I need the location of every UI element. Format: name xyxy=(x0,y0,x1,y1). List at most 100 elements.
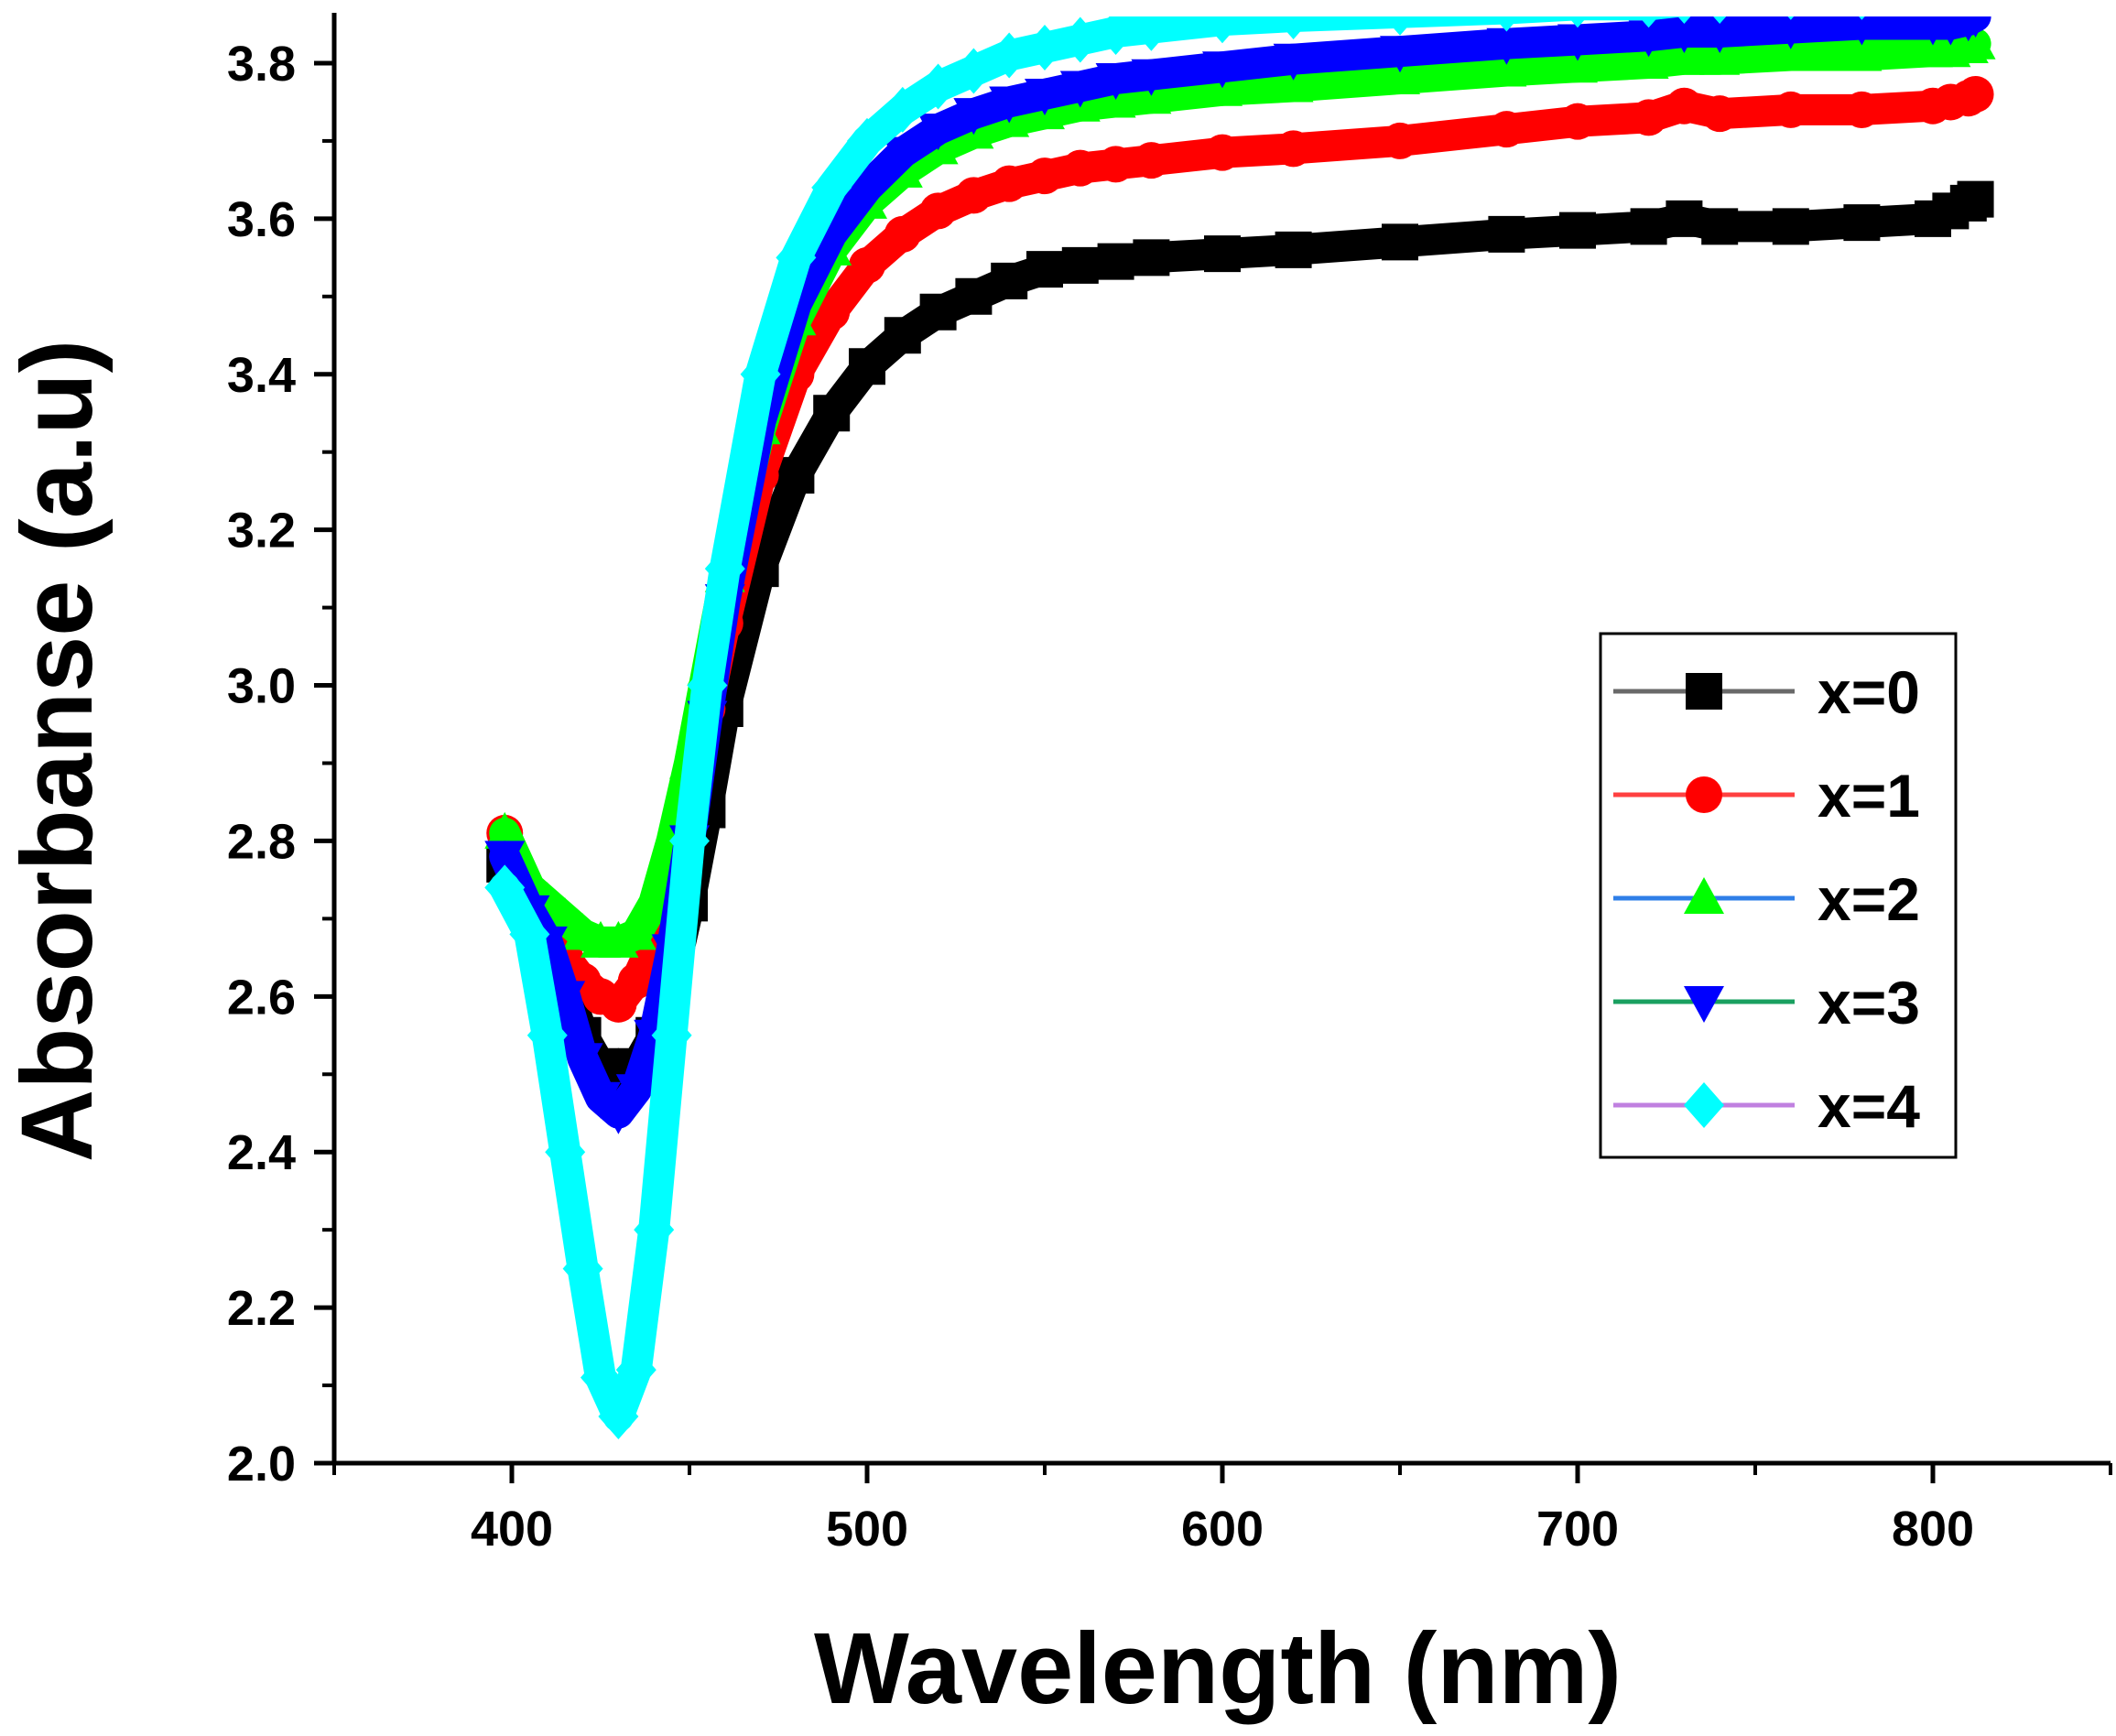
data-point-x=3 xyxy=(1846,16,1878,46)
x-tick-label: 600 xyxy=(1181,1502,1264,1557)
data-point-x=3 xyxy=(847,171,887,209)
data-point-x=2 xyxy=(1699,38,1741,75)
data-point-x=0 xyxy=(1382,223,1418,261)
data-point-x=4 xyxy=(484,864,526,911)
data-point-x=4 xyxy=(1913,0,1953,16)
data-point-x=2 xyxy=(615,913,657,950)
data-point-x=4 xyxy=(545,1129,586,1176)
tick-labels: 400 500 600 700 800 2.0 2.2 2.4 2.6 2.8 3.0 3.2 3.4 3… xyxy=(227,37,1974,1557)
data-point-x=1 xyxy=(1843,91,1881,128)
data-point-x=2 xyxy=(484,811,526,849)
data-point-x=4 xyxy=(1383,16,1417,36)
data-point-x=0 xyxy=(1559,212,1596,249)
y-tick-label: 3.8 xyxy=(227,37,296,92)
x-axis-title: Wavelength (nm) xyxy=(814,1612,1622,1725)
legend-marker xyxy=(1686,776,1722,813)
data-point-x=3 xyxy=(917,114,959,151)
data-point-x=2 xyxy=(1557,46,1598,83)
data-point-x=0 xyxy=(1630,208,1667,245)
data-point-x=4 xyxy=(1948,0,1989,16)
data-point-x=4 xyxy=(615,1347,657,1394)
data-point-x=3 xyxy=(1025,78,1065,115)
data-point-x=1 xyxy=(1488,111,1525,148)
data-point-x=3 xyxy=(1059,71,1101,108)
data-point-x=0 xyxy=(813,395,851,432)
data-point-x=4 xyxy=(1131,16,1172,51)
y-tick-label: 2.0 xyxy=(227,1437,296,1492)
data-point-x=3 xyxy=(1699,16,1741,53)
data-point-x=4 xyxy=(669,818,710,864)
data-point-x=1 xyxy=(617,962,655,1000)
legend-label: x=0 xyxy=(1818,658,1920,726)
legend-marker xyxy=(1684,1082,1724,1128)
data-point-x=3 xyxy=(484,841,526,878)
data-point-x=0 xyxy=(991,262,1028,299)
data-point-x=4 xyxy=(1202,16,1242,44)
data-point-x=0 xyxy=(1843,204,1881,242)
y-tick-label: 3.2 xyxy=(227,504,296,559)
data-point-x=1 xyxy=(849,246,885,284)
data-point-x=1 xyxy=(1097,146,1134,183)
data-point-x=4 xyxy=(526,1012,568,1058)
legend-marker xyxy=(1684,877,1724,914)
y-axis-title: Absorbanse (a.u) xyxy=(1,340,114,1162)
data-point-x=3 xyxy=(615,1074,657,1112)
data-point-x=4 xyxy=(740,351,781,397)
data-point-x=3 xyxy=(989,86,1030,124)
data-point-x=4 xyxy=(1713,16,1727,25)
legend: x=0 x=1 x=2 x=3 x=4 xyxy=(1599,632,1958,1159)
series-x=4 xyxy=(484,0,1989,1440)
data-point-x=4 xyxy=(1677,16,1691,25)
data-point-x=3 xyxy=(1963,16,1988,38)
data-point-x=3 xyxy=(1773,16,1809,49)
data-point-x=2 xyxy=(1273,65,1314,103)
data-point-x=0 xyxy=(1061,246,1099,284)
data-point-x=4 xyxy=(917,63,959,110)
data-point-x=3 xyxy=(1202,51,1242,89)
axes xyxy=(314,13,2112,1483)
data-point-x=4 xyxy=(581,1354,621,1401)
data-point-x=4 xyxy=(1273,16,1314,39)
data-point-x=4 xyxy=(847,117,887,164)
legend-box xyxy=(1599,632,1958,1159)
data-point-x=0 xyxy=(884,317,921,354)
data-point-x=1 xyxy=(1204,134,1241,171)
data-point-x=1 xyxy=(1957,75,1994,113)
data-point-x=0 xyxy=(849,348,885,385)
data-point-x=0 xyxy=(1701,208,1739,245)
data-point-x=0 xyxy=(777,457,815,494)
data-point-x=4 xyxy=(811,164,852,211)
data-point-x=4 xyxy=(989,32,1030,79)
data-point-x=4 xyxy=(1025,24,1065,71)
y-tick-label: 2.4 xyxy=(227,1125,296,1180)
legend-label: x=3 xyxy=(1818,969,1920,1036)
data-point-x=1 xyxy=(1275,130,1312,168)
data-point-x=1 xyxy=(1630,99,1667,136)
y-tick-label: 2.8 xyxy=(227,814,296,869)
data-point-x=1 xyxy=(884,215,921,253)
y-tick-label: 2.2 xyxy=(227,1281,296,1336)
data-point-x=0 xyxy=(1204,235,1241,273)
data-point-x=4 xyxy=(953,48,994,94)
data-point-x=1 xyxy=(1701,95,1739,133)
data-point-x=2 xyxy=(1841,34,1883,71)
x-tick-label: 400 xyxy=(471,1502,553,1557)
legend-label: x=1 xyxy=(1818,762,1920,830)
x-tick-label: 500 xyxy=(826,1502,908,1557)
legend-marker xyxy=(1684,986,1724,1023)
y-tick-label: 3.4 xyxy=(227,348,296,403)
data-point-x=3 xyxy=(1664,16,1705,53)
data-point-x=0 xyxy=(1772,208,1809,245)
data-point-x=3 xyxy=(1935,16,1967,46)
data-point-x=3 xyxy=(882,136,923,174)
data-point-x=0 xyxy=(919,293,957,331)
legend-item-x=0: x=0 xyxy=(1613,658,1920,726)
data-point-x=3 xyxy=(1380,36,1420,73)
y-tick-label: 3.0 xyxy=(227,659,296,714)
data-point-x=1 xyxy=(1133,142,1170,179)
data-point-x=1 xyxy=(1666,87,1703,125)
data-point-x=2 xyxy=(1770,34,1811,71)
data-point-x=4 xyxy=(776,234,817,281)
data-point-x=1 xyxy=(813,293,851,331)
data-point-x=4 xyxy=(598,1394,639,1440)
